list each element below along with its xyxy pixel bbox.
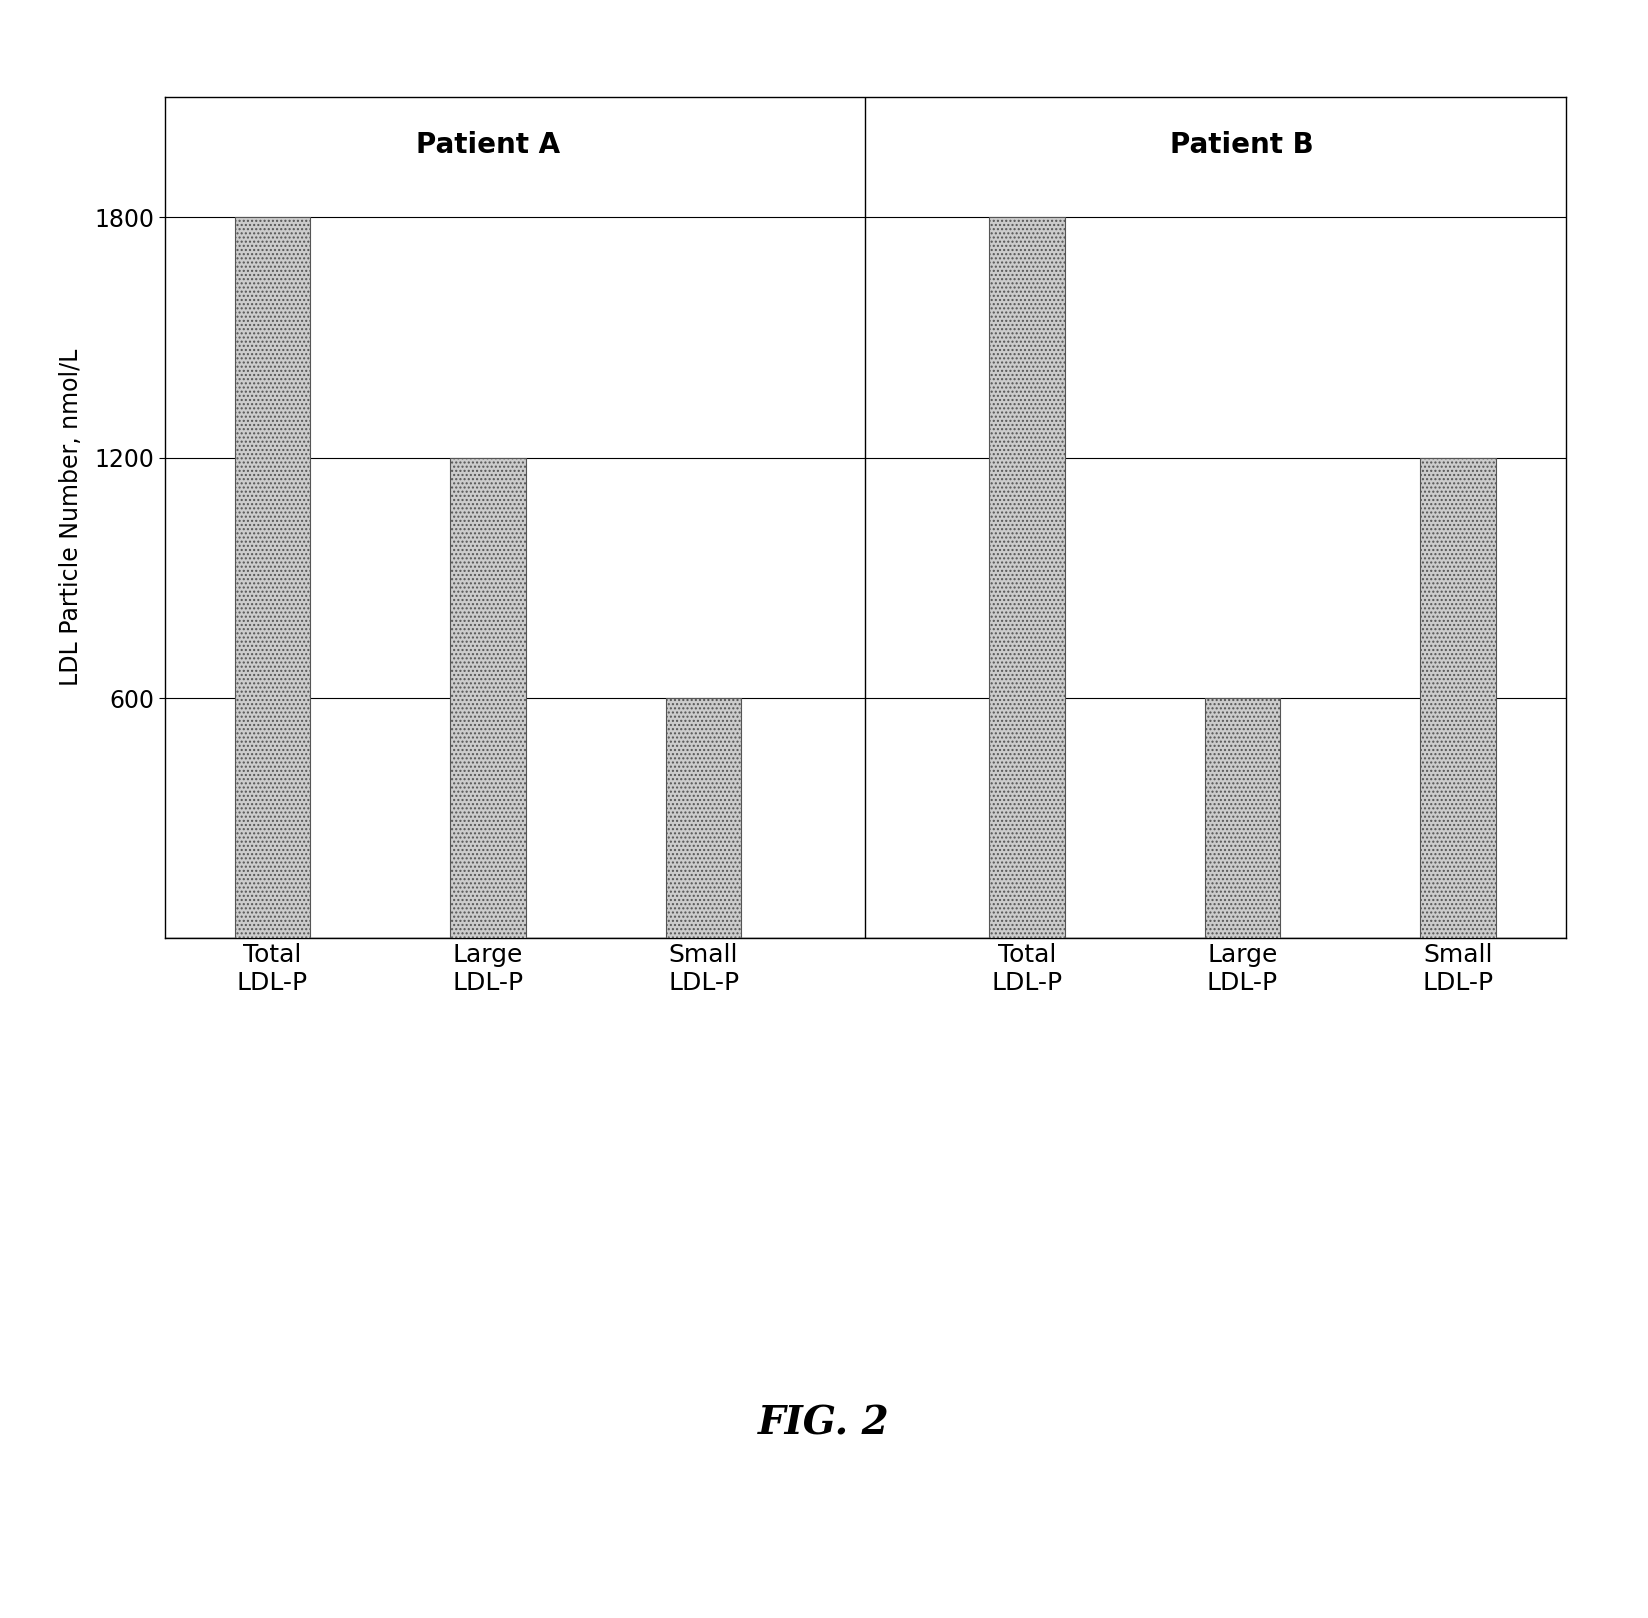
Bar [236,217,310,938]
Text: Patient A: Patient A [415,131,560,159]
Bar [666,697,742,938]
Text: Patient B: Patient B [1170,131,1313,159]
Bar [1421,458,1495,938]
Y-axis label: LDL Particle Number, nmol/L: LDL Particle Number, nmol/L [59,349,84,686]
Bar [989,217,1065,938]
Text: FIG. 2: FIG. 2 [758,1404,890,1443]
Bar [1205,697,1280,938]
Bar [450,458,526,938]
